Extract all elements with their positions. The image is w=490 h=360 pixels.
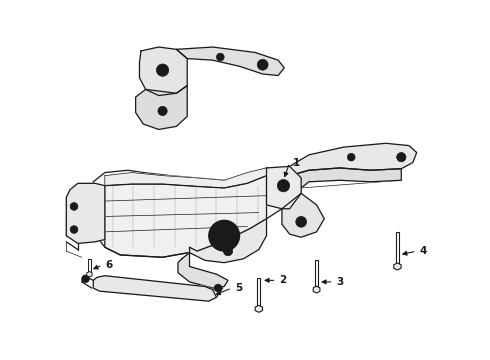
Polygon shape bbox=[255, 305, 263, 312]
Polygon shape bbox=[178, 253, 228, 288]
Text: 6: 6 bbox=[106, 260, 113, 270]
Polygon shape bbox=[93, 168, 301, 257]
Circle shape bbox=[217, 228, 232, 243]
Text: 3: 3 bbox=[337, 277, 344, 287]
Circle shape bbox=[70, 203, 78, 210]
Circle shape bbox=[223, 247, 233, 256]
Circle shape bbox=[221, 233, 227, 239]
Circle shape bbox=[257, 59, 268, 70]
Polygon shape bbox=[190, 219, 267, 263]
Polygon shape bbox=[267, 166, 301, 209]
Circle shape bbox=[217, 53, 224, 61]
Circle shape bbox=[397, 153, 406, 162]
Circle shape bbox=[277, 180, 290, 192]
Circle shape bbox=[214, 284, 222, 292]
Circle shape bbox=[209, 220, 240, 251]
Polygon shape bbox=[105, 176, 267, 257]
Polygon shape bbox=[140, 47, 187, 95]
Text: 2: 2 bbox=[280, 275, 287, 285]
Polygon shape bbox=[136, 86, 187, 130]
Bar bbox=[257, 278, 260, 309]
Polygon shape bbox=[105, 168, 267, 188]
Polygon shape bbox=[282, 193, 324, 237]
Text: 4: 4 bbox=[420, 246, 427, 256]
Text: 5: 5 bbox=[235, 283, 242, 293]
Bar bbox=[88, 259, 91, 274]
Polygon shape bbox=[93, 276, 217, 301]
Circle shape bbox=[347, 153, 355, 161]
Polygon shape bbox=[290, 168, 401, 193]
Circle shape bbox=[82, 275, 89, 283]
Polygon shape bbox=[66, 183, 105, 243]
Bar bbox=[396, 232, 399, 266]
Text: 1: 1 bbox=[293, 158, 300, 167]
Polygon shape bbox=[394, 263, 401, 270]
Circle shape bbox=[70, 226, 78, 233]
Polygon shape bbox=[313, 286, 320, 293]
Circle shape bbox=[158, 106, 167, 116]
Polygon shape bbox=[176, 47, 284, 76]
Circle shape bbox=[156, 64, 169, 76]
Polygon shape bbox=[290, 143, 416, 176]
Bar bbox=[315, 260, 318, 289]
Polygon shape bbox=[87, 271, 92, 277]
Circle shape bbox=[296, 216, 307, 227]
